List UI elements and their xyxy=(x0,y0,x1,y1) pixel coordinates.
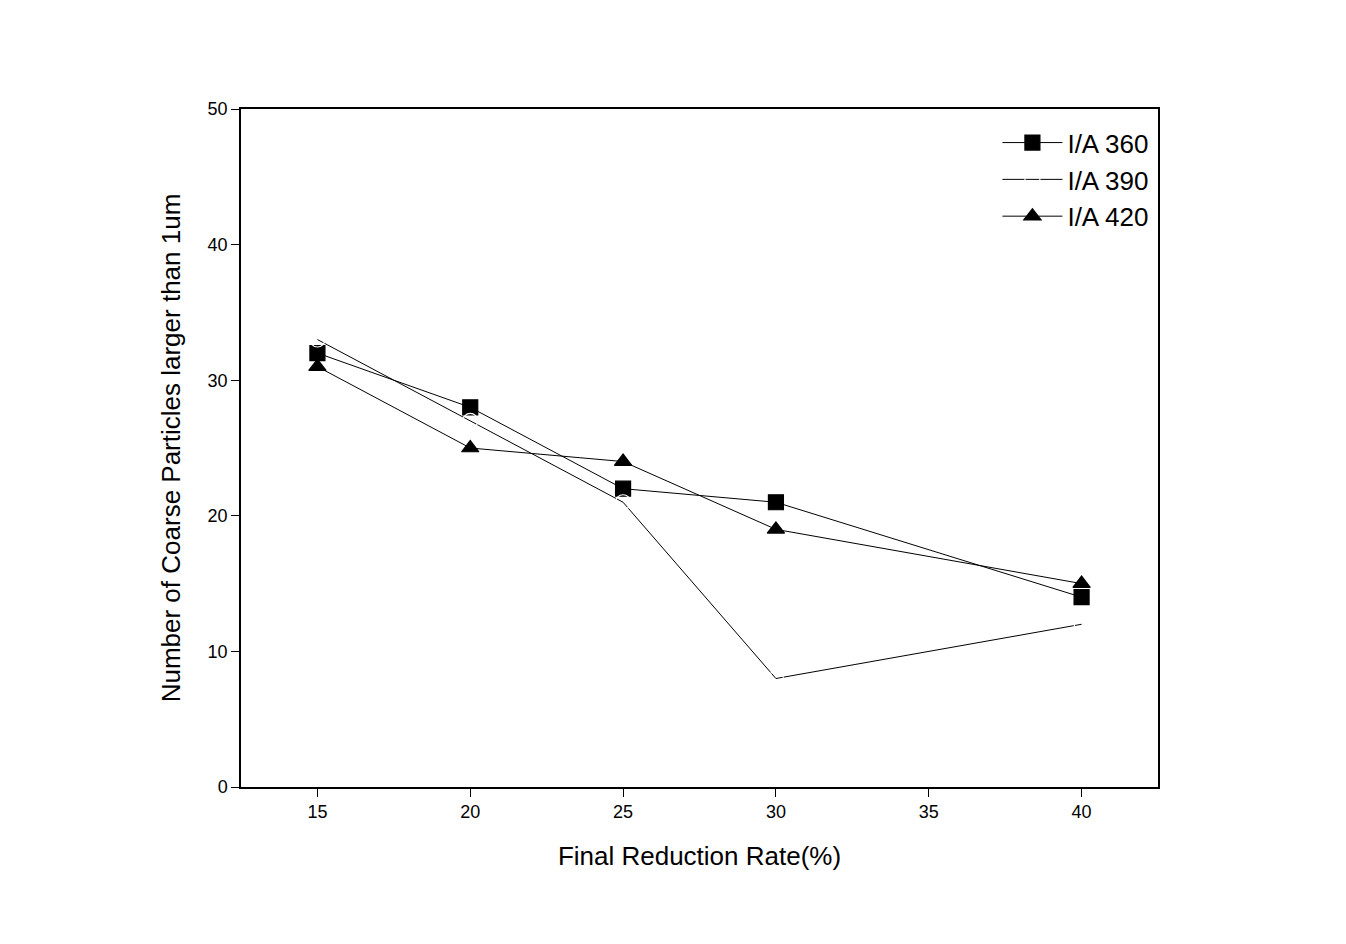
svg-text:I/A 360: I/A 360 xyxy=(1067,129,1148,159)
svg-text:0: 0 xyxy=(218,777,228,797)
svg-text:15: 15 xyxy=(307,802,327,822)
svg-text:30: 30 xyxy=(766,802,786,822)
svg-text:Number of Coarse Particles lar: Number of Coarse Particles larger than 1… xyxy=(156,194,186,703)
svg-text:40: 40 xyxy=(208,235,228,255)
svg-text:50: 50 xyxy=(208,99,228,119)
svg-text:I/A 390: I/A 390 xyxy=(1067,166,1148,196)
svg-text:10: 10 xyxy=(208,642,228,662)
svg-text:30: 30 xyxy=(208,371,228,391)
svg-text:35: 35 xyxy=(919,802,939,822)
svg-text:25: 25 xyxy=(613,802,633,822)
svg-text:20: 20 xyxy=(208,506,228,526)
svg-text:20: 20 xyxy=(460,802,480,822)
svg-text:40: 40 xyxy=(1072,802,1092,822)
svg-text:I/A 420: I/A 420 xyxy=(1067,202,1148,232)
svg-text:Final Reduction Rate(%): Final Reduction Rate(%) xyxy=(558,841,841,871)
